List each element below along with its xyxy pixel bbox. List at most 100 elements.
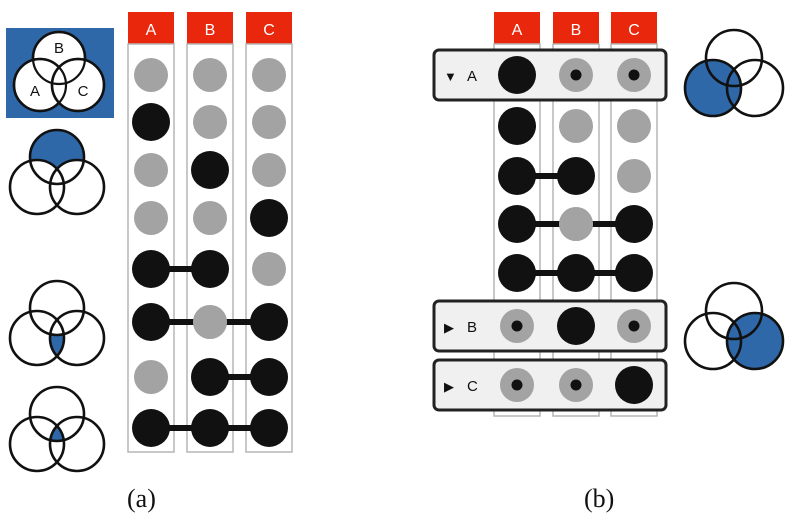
partial-dot-center (511, 379, 523, 391)
member-dot (191, 151, 229, 189)
venn-circle-b (28, 128, 86, 186)
column-header-b (553, 12, 599, 44)
non-member-dot (252, 58, 286, 92)
member-dot (250, 358, 288, 396)
venn-circle-a (8, 415, 66, 473)
member-dot (191, 358, 229, 396)
member-dot (557, 307, 595, 345)
non-member-dot (134, 153, 168, 187)
partial-dot-center (628, 320, 640, 332)
column-header-label: B (571, 22, 582, 39)
partial-dot-center (511, 320, 523, 332)
column-header-label: C (628, 22, 640, 39)
venn-highlight (50, 311, 64, 365)
venn-circle-c (50, 57, 106, 113)
matrix-row (134, 358, 288, 396)
group-label: A (467, 68, 477, 85)
non-member-dot (134, 201, 168, 235)
column-header-a (128, 12, 174, 44)
column-header-c (611, 12, 657, 44)
matrix-row (134, 199, 288, 237)
non-member-dot (252, 252, 286, 286)
partial-dot-center (570, 379, 582, 391)
member-dot (498, 254, 536, 292)
venn-icon-a (683, 28, 785, 118)
non-member-dot (559, 207, 593, 241)
venn-circle-a (8, 309, 66, 367)
matrix-row (132, 409, 288, 447)
non-member-dot (193, 58, 227, 92)
column-frame (245, 43, 293, 453)
venn-circle-c (725, 311, 785, 371)
member-dot (191, 409, 229, 447)
group-box[interactable] (432, 299, 668, 353)
venn-circle-c (48, 158, 106, 216)
column-header-label: A (512, 22, 523, 39)
non-member-dot (617, 159, 651, 193)
member-dot (498, 107, 536, 145)
venn-icon-c (683, 281, 785, 371)
member-dot (132, 250, 170, 288)
column-header-b (187, 12, 233, 44)
venn-circle-b (704, 28, 764, 88)
member-dot (557, 254, 595, 292)
caption-a: (a) (127, 484, 156, 513)
group-box[interactable] (432, 48, 668, 102)
collapse-arrow-icon: ▼ (444, 69, 457, 84)
venn-highlight (50, 417, 64, 441)
matrix-row (498, 107, 651, 145)
column-frame (493, 43, 541, 417)
member-dot (250, 303, 288, 341)
caption-b: (b) (584, 484, 615, 513)
non-member-dot (252, 105, 286, 139)
matrix-row (132, 250, 286, 288)
legend-label-c: C (78, 83, 89, 100)
venn-circle-b (31, 30, 87, 86)
expand-arrow-icon: ▶ (444, 320, 454, 335)
non-member-dot (134, 58, 168, 92)
venn-highlight (685, 60, 741, 116)
venn-circle-b (28, 385, 86, 443)
non-member-dot (193, 305, 227, 339)
column-header-a (494, 12, 540, 44)
member-dot (557, 157, 595, 195)
group-box[interactable] (432, 358, 668, 412)
venn-icon-abc (8, 385, 106, 473)
matrix-row (498, 157, 651, 195)
group-row-a[interactable]: ▼ A (432, 48, 668, 102)
partial-dot-center (628, 69, 640, 81)
column-frame (552, 43, 600, 417)
venn-circle-c (48, 309, 106, 367)
non-member-dot (252, 153, 286, 187)
member-dot (250, 409, 288, 447)
member-dot (132, 409, 170, 447)
member-dot (191, 250, 229, 288)
column-header-c (246, 12, 292, 44)
legend-label-b: B (54, 40, 64, 57)
matrix-row (498, 254, 653, 292)
non-member-dot (193, 201, 227, 235)
column-frame (610, 43, 658, 417)
member-dot (498, 56, 536, 94)
venn-circle-a (683, 58, 743, 118)
group-label: B (467, 319, 477, 336)
partial-dot-center (570, 69, 582, 81)
matrix-row (134, 151, 286, 189)
venn-circle-a (12, 57, 68, 113)
group-row-c[interactable]: ▶ C (432, 358, 668, 412)
member-dot (498, 205, 536, 243)
venn-circle-a (683, 311, 743, 371)
member-dot (615, 254, 653, 292)
expand-arrow-icon: ▶ (444, 379, 454, 394)
venn-circle-c (725, 58, 785, 118)
venn-circle-b (704, 281, 764, 341)
group-row-b[interactable]: ▶ B (432, 299, 668, 353)
member-dot (498, 157, 536, 195)
group-label: C (467, 378, 478, 395)
non-member-dot (617, 109, 651, 143)
column-frame (186, 43, 234, 453)
venn-icon-a-and-c (8, 279, 106, 367)
venn-highlight (727, 313, 783, 369)
legend-label-a: A (30, 83, 40, 100)
